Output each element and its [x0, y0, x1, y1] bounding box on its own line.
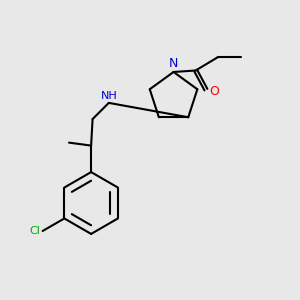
- Text: NH: NH: [100, 92, 117, 101]
- Text: O: O: [209, 85, 219, 98]
- Text: Cl: Cl: [29, 226, 40, 236]
- Text: N: N: [169, 57, 178, 70]
